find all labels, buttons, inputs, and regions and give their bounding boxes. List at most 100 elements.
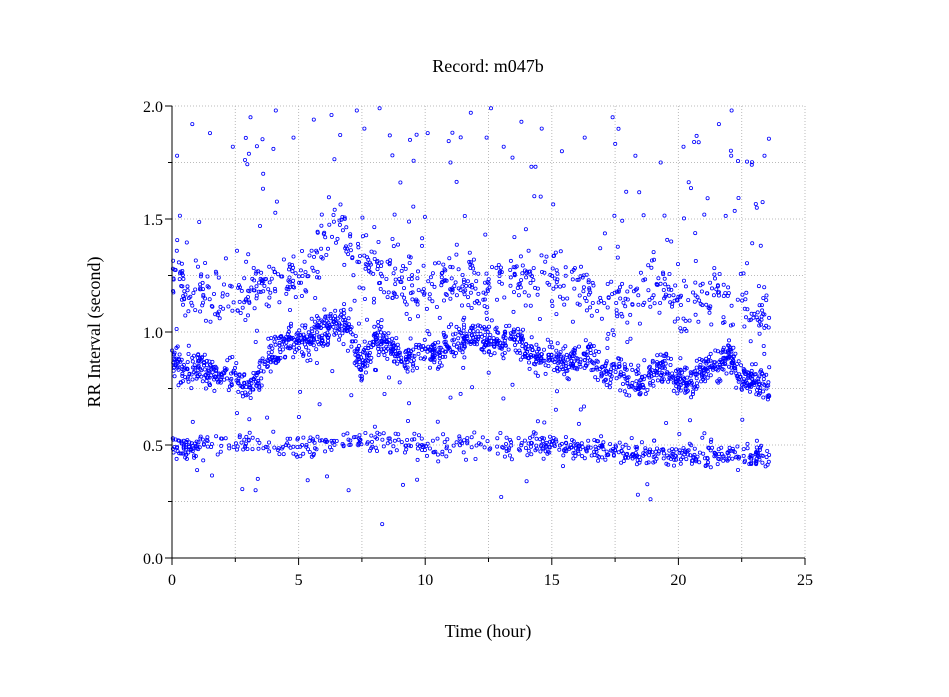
data-point [564, 363, 569, 368]
data-point [614, 308, 619, 313]
data-point [227, 355, 232, 360]
data-point [659, 447, 664, 452]
data-point [410, 273, 415, 278]
data-point [554, 312, 559, 317]
data-point [267, 264, 272, 269]
data-point [214, 434, 219, 439]
data-point [226, 304, 231, 309]
data-point [422, 292, 427, 297]
data-point [416, 433, 421, 438]
data-point [375, 430, 380, 435]
data-point [668, 362, 673, 367]
data-point [415, 276, 420, 281]
data-point [661, 456, 666, 461]
data-point [382, 331, 387, 336]
y-tick-label: 2.0 [143, 99, 163, 116]
data-point [578, 357, 583, 362]
data-point [450, 287, 455, 292]
data-point [331, 438, 336, 443]
data-point [393, 266, 398, 271]
data-point [284, 286, 289, 291]
data-point [314, 347, 319, 352]
data-point [379, 338, 384, 343]
data-point [703, 463, 708, 468]
data-point [641, 302, 646, 307]
data-point [293, 295, 298, 300]
data-point [360, 215, 365, 220]
data-point [217, 371, 222, 376]
data-point [492, 351, 497, 356]
data-point [678, 326, 683, 331]
data-point [284, 291, 289, 296]
data-point [766, 394, 771, 399]
data-point [411, 358, 416, 363]
data-point [715, 283, 720, 288]
data-point [638, 392, 643, 397]
data-point [180, 371, 185, 376]
data-point [467, 329, 472, 334]
data-point [176, 367, 181, 372]
data-point [408, 444, 413, 449]
data-point [602, 231, 607, 236]
data-point [723, 362, 728, 367]
data-point [399, 440, 404, 445]
data-point [257, 440, 262, 445]
data-point [312, 319, 317, 324]
y-tick-label: 1.0 [143, 325, 163, 342]
data-point [287, 264, 292, 269]
data-point [684, 457, 689, 462]
data-point [187, 372, 192, 377]
data-point [356, 321, 361, 326]
data-point [418, 356, 423, 361]
data-point [384, 338, 389, 343]
data-point [519, 340, 524, 345]
x-tick-label: 5 [295, 572, 303, 589]
data-point [682, 216, 687, 221]
data-point [539, 253, 544, 258]
data-point [509, 457, 514, 462]
data-point [427, 446, 432, 451]
data-point [519, 278, 524, 283]
data-point [379, 318, 384, 323]
data-point [295, 436, 300, 441]
data-point [766, 380, 771, 385]
data-point [214, 271, 219, 276]
data-point [667, 293, 672, 298]
data-point [479, 334, 484, 339]
data-point [522, 438, 527, 443]
data-point [654, 281, 659, 286]
data-point [764, 372, 769, 377]
data-point [721, 345, 726, 350]
data-point [371, 342, 376, 347]
data-point [285, 331, 290, 336]
data-point [661, 377, 666, 382]
data-point [442, 332, 447, 337]
data-point [336, 321, 341, 326]
data-point [563, 273, 568, 278]
data-point [750, 453, 755, 458]
data-point [474, 443, 479, 448]
data-point [450, 130, 455, 135]
data-point [562, 372, 567, 377]
data-point [181, 445, 186, 450]
data-point [456, 327, 461, 332]
data-point [584, 308, 589, 313]
data-point [760, 308, 765, 313]
data-point [310, 437, 315, 442]
data-point [407, 443, 412, 448]
data-point [432, 261, 437, 266]
data-point [259, 376, 264, 381]
data-point [635, 445, 640, 450]
data-point [609, 362, 614, 367]
data-point [651, 250, 656, 255]
data-point [415, 446, 420, 451]
data-point [356, 347, 361, 352]
data-point [561, 453, 566, 458]
data-point [179, 441, 184, 446]
data-point [547, 282, 552, 287]
data-point [192, 365, 197, 370]
data-point [432, 348, 437, 353]
data-point [246, 437, 251, 442]
data-point [617, 440, 622, 445]
data-point [760, 200, 765, 205]
